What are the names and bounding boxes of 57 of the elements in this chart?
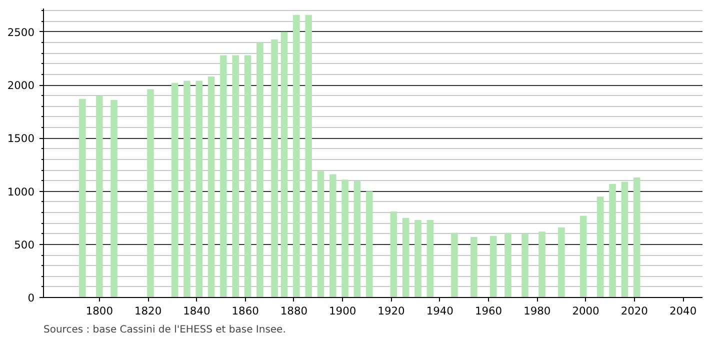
y-tick-label: 1000 bbox=[7, 185, 35, 198]
bar bbox=[426, 220, 434, 298]
bar bbox=[451, 232, 458, 298]
x-tick-label: 2040 bbox=[669, 304, 697, 318]
x-tick-label: 1900 bbox=[329, 304, 356, 318]
bar bbox=[171, 82, 178, 298]
bar bbox=[580, 216, 587, 298]
bar bbox=[558, 227, 565, 298]
bar bbox=[390, 211, 398, 298]
bar bbox=[414, 220, 422, 298]
y-tick-label: 2000 bbox=[7, 79, 35, 92]
bar bbox=[232, 55, 240, 298]
x-tick-label: 1860 bbox=[232, 304, 260, 318]
x-tick-label: 1840 bbox=[183, 304, 210, 318]
bar bbox=[633, 177, 640, 298]
bar bbox=[317, 171, 324, 298]
bar bbox=[609, 184, 616, 298]
bar bbox=[110, 100, 118, 298]
bar bbox=[596, 196, 604, 298]
bar bbox=[256, 42, 264, 298]
x-tick-label: 1820 bbox=[134, 304, 162, 318]
x-tick-label: 2020 bbox=[620, 304, 648, 318]
bar bbox=[184, 80, 190, 298]
bar bbox=[208, 76, 215, 298]
x-tick-label: 1800 bbox=[86, 304, 114, 318]
x-tick-label: 1960 bbox=[474, 304, 502, 318]
bar bbox=[271, 39, 278, 298]
source-note: Sources : base Cassini de l'EHESS et base Insee. bbox=[44, 324, 286, 336]
x-tick-label: 1940 bbox=[426, 304, 454, 318]
bar bbox=[292, 14, 300, 298]
bar bbox=[490, 236, 497, 298]
bar bbox=[96, 96, 103, 298]
bar bbox=[402, 218, 410, 298]
x-tick-label: 1980 bbox=[524, 304, 551, 318]
bar bbox=[280, 32, 288, 298]
x-tick-label: 2000 bbox=[572, 304, 600, 318]
bar bbox=[147, 89, 154, 298]
bar bbox=[342, 180, 348, 298]
bar bbox=[470, 236, 478, 298]
bar bbox=[305, 14, 312, 298]
x-tick-label: 1880 bbox=[280, 304, 308, 318]
y-tick-label: 500 bbox=[14, 238, 35, 252]
x-tick-label: 1920 bbox=[378, 304, 406, 318]
bar bbox=[220, 55, 227, 298]
bar bbox=[504, 232, 512, 298]
bar bbox=[79, 98, 86, 298]
bar bbox=[354, 180, 361, 298]
bar bbox=[329, 174, 336, 298]
bar bbox=[244, 55, 252, 298]
y-tick-label: 0 bbox=[28, 292, 35, 304]
y-tick-label: 2500 bbox=[7, 26, 35, 39]
bar bbox=[196, 80, 203, 298]
bar bbox=[538, 232, 546, 298]
bar bbox=[522, 234, 528, 298]
bar bbox=[366, 191, 373, 298]
y-tick-label: 1500 bbox=[7, 132, 35, 146]
bar bbox=[621, 182, 628, 298]
